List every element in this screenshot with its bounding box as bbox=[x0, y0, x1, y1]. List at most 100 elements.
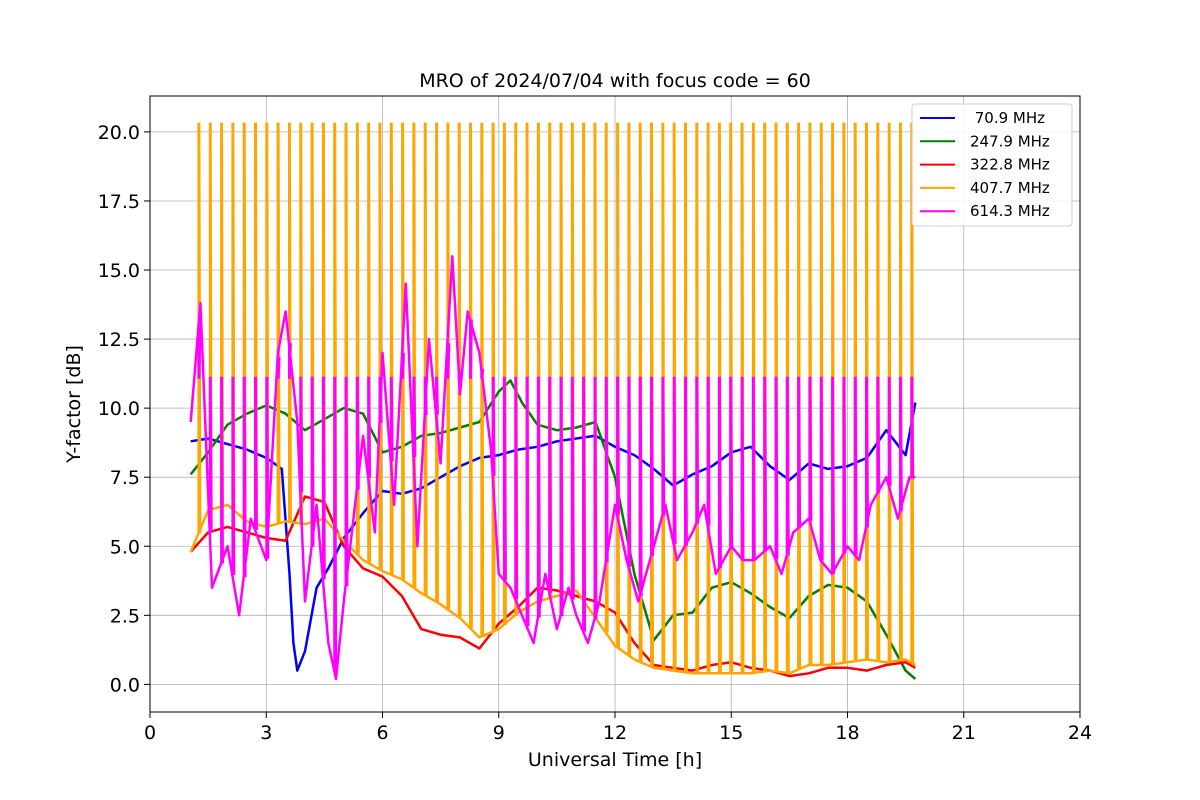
x-tick-label: 6 bbox=[376, 722, 388, 744]
y-tick-label: 0.0 bbox=[110, 674, 140, 696]
axis-ticks: 0 3 6 9 12 15 18 21 24 0.0 2.5 5.0 7.5 10.0 12.5 15.0 17… bbox=[98, 122, 1092, 744]
legend-label: 70.9 MHz bbox=[970, 109, 1045, 127]
cal-spike bbox=[457, 370, 462, 379]
legend-entry: 70.9 MHz bbox=[920, 109, 1045, 127]
cal-spike bbox=[582, 122, 587, 601]
series-4 bbox=[189, 254, 916, 681]
cal-spike bbox=[231, 376, 236, 576]
legend-label: 247.9 MHz bbox=[970, 132, 1050, 150]
cal-spike bbox=[514, 122, 519, 616]
cal-spike bbox=[548, 122, 553, 599]
cal-spike bbox=[638, 376, 643, 597]
x-tick-label: 0 bbox=[144, 722, 156, 744]
y-axis-label: Y-factor [dB] bbox=[63, 345, 85, 464]
cal-spike bbox=[717, 376, 722, 569]
cal-spike bbox=[910, 376, 915, 478]
cal-spike bbox=[367, 122, 372, 563]
legend: 70.9 MHz 247.9 MHz 322.8 MHz 407.7 MHz 614.3… bbox=[911, 103, 1073, 227]
x-tick-label: 15 bbox=[719, 722, 743, 744]
cal-spike bbox=[751, 376, 756, 561]
cal-spike bbox=[389, 376, 394, 462]
cal-spike bbox=[706, 376, 711, 526]
cal-spike bbox=[684, 376, 688, 546]
cal-spike bbox=[661, 376, 666, 516]
cal-spike bbox=[276, 356, 281, 379]
legend-box bbox=[911, 103, 1073, 227]
y-tick-label: 12.5 bbox=[98, 329, 140, 351]
cal-spike bbox=[876, 376, 881, 494]
cal-spike bbox=[785, 376, 790, 556]
cal-spike bbox=[502, 122, 507, 625]
cal-spike bbox=[435, 122, 439, 602]
cal-spike bbox=[887, 376, 892, 486]
y-tick-label: 5.0 bbox=[110, 536, 140, 558]
cal-spike bbox=[763, 376, 768, 552]
y-tick-label: 7.5 bbox=[110, 467, 140, 489]
cal-spike bbox=[276, 122, 281, 524]
cal-spike bbox=[254, 376, 258, 531]
cal-spike bbox=[288, 343, 292, 379]
cal-spike bbox=[525, 376, 530, 627]
cal-spike bbox=[401, 353, 405, 379]
cal-spike bbox=[593, 122, 598, 617]
x-tick-label: 18 bbox=[835, 722, 859, 744]
cal-spike bbox=[480, 368, 485, 379]
cal-spike bbox=[389, 122, 394, 575]
cal-spike bbox=[265, 376, 270, 559]
cal-spike bbox=[514, 376, 519, 600]
cal-spike bbox=[378, 376, 383, 423]
cal-spike bbox=[220, 376, 224, 564]
chart-title: MRO of 2024/07/04 with focus code = 60 bbox=[419, 70, 811, 92]
x-tick-label: 21 bbox=[952, 722, 976, 744]
cal-spike bbox=[774, 376, 779, 560]
cal-spike bbox=[197, 326, 202, 379]
cal-spike bbox=[220, 122, 224, 507]
cal-spike bbox=[333, 122, 338, 530]
cal-spike bbox=[740, 376, 745, 559]
cal-spike bbox=[355, 376, 360, 490]
y-tick-label: 2.5 bbox=[110, 605, 140, 627]
cal-spike bbox=[423, 122, 428, 596]
cal-spike bbox=[265, 122, 270, 527]
cal-spike bbox=[650, 376, 654, 556]
legend-entry: 247.9 MHz bbox=[920, 132, 1050, 150]
cal-spike bbox=[593, 376, 598, 620]
cal-spike bbox=[299, 376, 304, 493]
cal-spike bbox=[321, 122, 326, 520]
x-tick-label: 24 bbox=[1068, 722, 1092, 744]
legend-entry: 614.3 MHz bbox=[920, 202, 1050, 220]
legend-entry: 407.7 MHz bbox=[920, 179, 1050, 197]
cal-spike bbox=[321, 376, 326, 580]
cal-spike bbox=[502, 376, 507, 581]
cal-spike bbox=[469, 319, 473, 379]
cal-spike bbox=[582, 376, 587, 632]
legend-label: 322.8 MHz bbox=[970, 156, 1050, 174]
cal-spike bbox=[288, 122, 292, 522]
cal-spike bbox=[254, 122, 258, 524]
cal-spike bbox=[412, 122, 417, 588]
cal-spike bbox=[412, 376, 417, 458]
cal-spike bbox=[310, 376, 315, 547]
cal-spike bbox=[446, 343, 451, 379]
legend-label: 614.3 MHz bbox=[970, 202, 1050, 220]
cal-spike bbox=[299, 122, 304, 524]
cal-spike bbox=[344, 122, 349, 543]
cal-spike bbox=[242, 122, 247, 519]
cal-spike bbox=[604, 376, 609, 563]
x-tick-label: 9 bbox=[493, 722, 505, 744]
cal-spike bbox=[333, 376, 338, 671]
legend-label: 407.7 MHz bbox=[970, 179, 1050, 197]
cal-spike bbox=[242, 376, 247, 578]
y-tick-label: 20.0 bbox=[98, 122, 140, 144]
cal-spike bbox=[831, 376, 835, 574]
x-axis-label: Universal Time [h] bbox=[528, 749, 702, 771]
cal-spike bbox=[491, 376, 496, 476]
cal-spike bbox=[797, 376, 802, 529]
cal-spike bbox=[899, 376, 903, 512]
series-layer bbox=[189, 122, 917, 681]
cal-spike bbox=[536, 122, 541, 602]
cal-spike bbox=[423, 376, 428, 416]
cal-spike bbox=[865, 376, 869, 528]
y-tick-label: 15.0 bbox=[98, 260, 140, 282]
